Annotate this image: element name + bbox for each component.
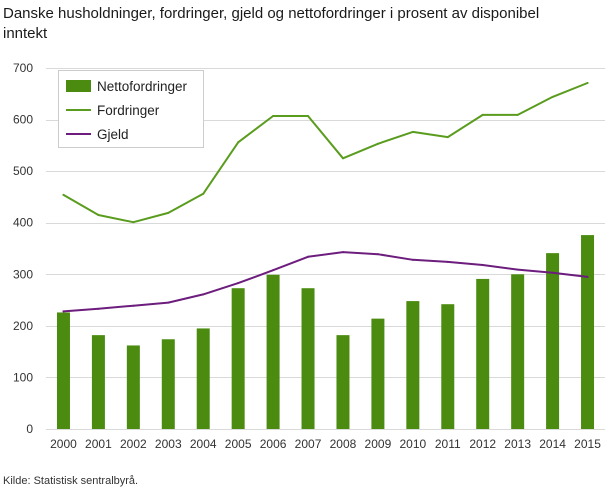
point-gjeld-2010 bbox=[411, 258, 414, 261]
bar-nettofordringer-2000 bbox=[56, 312, 70, 429]
legend-label-gjeld: Gjeld bbox=[97, 127, 129, 142]
bar-nettofordringer-2009 bbox=[371, 318, 385, 429]
legend-label-nettofordringer: Nettofordringer bbox=[97, 79, 188, 94]
bar-nettofordringer-2013 bbox=[511, 274, 525, 429]
point-fordringer-2011 bbox=[446, 136, 449, 139]
series-gjeld bbox=[62, 251, 589, 313]
x-tick-label: 2005 bbox=[225, 437, 252, 451]
point-gjeld-2008 bbox=[341, 251, 344, 254]
y-tick-label: 500 bbox=[13, 164, 33, 178]
bar-nettofordringer-2007 bbox=[301, 288, 315, 429]
point-gjeld-2015 bbox=[586, 275, 589, 278]
series-fordringer bbox=[62, 81, 589, 224]
point-fordringer-2003 bbox=[167, 211, 170, 214]
bar-nettofordringer-2010 bbox=[406, 301, 420, 429]
legend-item-nettofordringer: Nettofordringer bbox=[66, 79, 188, 94]
bars bbox=[56, 235, 595, 429]
y-tick-label: 700 bbox=[13, 61, 33, 75]
chart-title: Danske husholdninger, fordringer, gjeld … bbox=[3, 5, 540, 42]
point-gjeld-2007 bbox=[307, 255, 310, 258]
x-tick-label: 2007 bbox=[295, 437, 322, 451]
point-gjeld-2000 bbox=[62, 310, 65, 313]
legend-item-fordringer: Fordringer bbox=[66, 103, 160, 118]
source-note: Kilde: Statistisk sentralbyrå. bbox=[3, 475, 139, 487]
legend-label-fordringer: Fordringer bbox=[97, 103, 160, 118]
series-line-fordringer bbox=[62, 82, 589, 224]
point-fordringer-2002 bbox=[132, 221, 135, 224]
x-tick-label: 2010 bbox=[399, 437, 426, 451]
point-fordringer-2009 bbox=[376, 142, 379, 145]
bar-nettofordringer-2014 bbox=[546, 253, 560, 429]
point-fordringer-2005 bbox=[237, 141, 240, 144]
point-gjeld-2011 bbox=[446, 260, 449, 263]
point-gjeld-2006 bbox=[272, 269, 275, 272]
point-fordringer-2004 bbox=[202, 192, 205, 195]
bar-nettofordringer-2011 bbox=[441, 304, 455, 429]
bar-nettofordringer-2001 bbox=[91, 335, 105, 429]
series-line-gjeld bbox=[62, 251, 589, 313]
x-axis-labels: 2000 2001 2002 2003 2004 2005 2006 2007 2008 2009… bbox=[50, 437, 601, 451]
point-gjeld-2012 bbox=[481, 264, 484, 267]
point-gjeld-2005 bbox=[237, 282, 240, 285]
point-gjeld-2004 bbox=[202, 293, 205, 296]
x-tick-label: 2009 bbox=[365, 437, 392, 451]
bar-nettofordringer-2012 bbox=[476, 278, 490, 429]
point-gjeld-2014 bbox=[551, 271, 554, 274]
point-fordringer-2000 bbox=[62, 193, 65, 196]
y-tick-label: 0 bbox=[26, 422, 33, 436]
x-tick-label: 2008 bbox=[330, 437, 357, 451]
legend-swatch-nettofordringer bbox=[66, 80, 91, 92]
point-gjeld-2002 bbox=[132, 304, 135, 307]
x-tick-label: 2015 bbox=[574, 437, 601, 451]
x-tick-label: 2013 bbox=[504, 437, 531, 451]
point-gjeld-2003 bbox=[167, 301, 170, 304]
x-tick-label: 2002 bbox=[120, 437, 147, 451]
point-fordringer-2006 bbox=[272, 114, 275, 117]
x-tick-label: 2014 bbox=[539, 437, 566, 451]
bar-nettofordringer-2008 bbox=[336, 335, 350, 429]
y-tick-label: 100 bbox=[13, 370, 33, 384]
bar-nettofordringer-2002 bbox=[126, 345, 140, 429]
point-fordringer-2015 bbox=[586, 81, 589, 84]
y-tick-label: 400 bbox=[13, 216, 33, 230]
lines bbox=[62, 81, 589, 313]
x-tick-label: 2011 bbox=[435, 437, 461, 451]
point-gjeld-2013 bbox=[516, 268, 519, 271]
y-axis-labels: 0 100 200 300 400 500 600 700 bbox=[13, 61, 33, 436]
x-tick-label: 2012 bbox=[469, 437, 496, 451]
point-gjeld-2009 bbox=[376, 253, 379, 256]
legend: Nettofordringer Fordringer Gjeld bbox=[58, 70, 204, 148]
y-tick-label: 200 bbox=[13, 319, 33, 333]
y-tick-label: 300 bbox=[13, 267, 33, 281]
point-fordringer-2007 bbox=[307, 114, 310, 117]
point-fordringer-2010 bbox=[411, 130, 414, 133]
bar-nettofordringer-2004 bbox=[196, 328, 210, 429]
bar-nettofordringer-2005 bbox=[231, 288, 245, 429]
x-tick-label: 2006 bbox=[260, 437, 287, 451]
bar-nettofordringer-2003 bbox=[161, 339, 175, 429]
y-tick-label: 600 bbox=[13, 113, 33, 127]
point-fordringer-2001 bbox=[97, 213, 100, 216]
point-fordringer-2008 bbox=[341, 157, 344, 160]
point-fordringer-2012 bbox=[481, 113, 484, 116]
x-tick-label: 2000 bbox=[50, 437, 77, 451]
bar-nettofordringer-2015 bbox=[581, 235, 595, 429]
bar-nettofordringer-2006 bbox=[266, 274, 280, 429]
point-fordringer-2013 bbox=[516, 113, 519, 116]
point-fordringer-2014 bbox=[551, 95, 554, 98]
x-tick-label: 2004 bbox=[190, 437, 217, 451]
x-tick-label: 2001 bbox=[85, 437, 112, 451]
legend-item-gjeld: Gjeld bbox=[66, 127, 129, 142]
point-gjeld-2001 bbox=[97, 307, 100, 310]
x-tick-label: 2003 bbox=[155, 437, 182, 451]
